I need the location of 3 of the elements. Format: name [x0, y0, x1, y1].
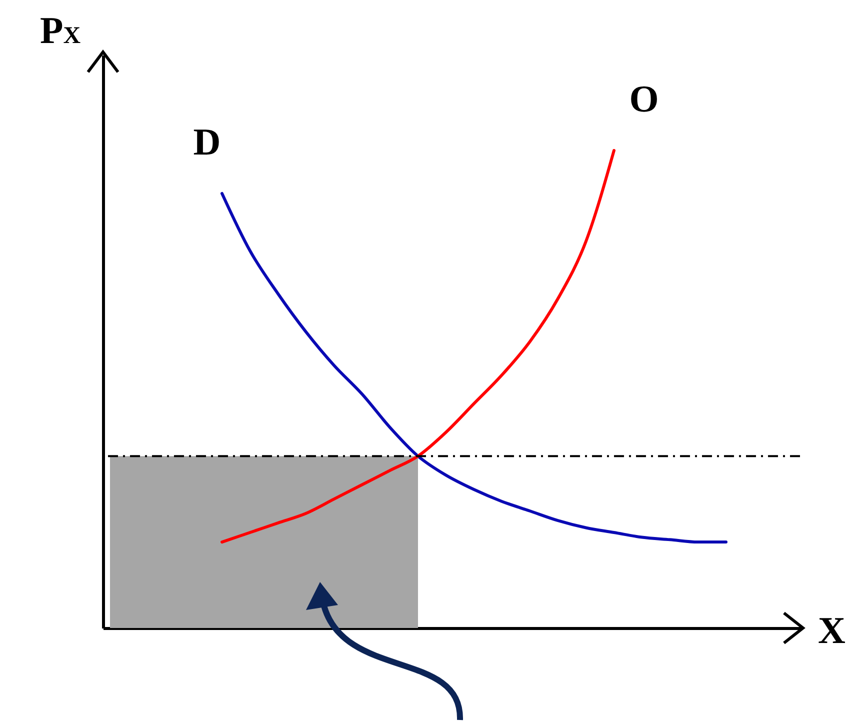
series-label: D [193, 121, 221, 164]
x-axis-title: X [818, 610, 846, 652]
series-label: O [629, 78, 659, 120]
